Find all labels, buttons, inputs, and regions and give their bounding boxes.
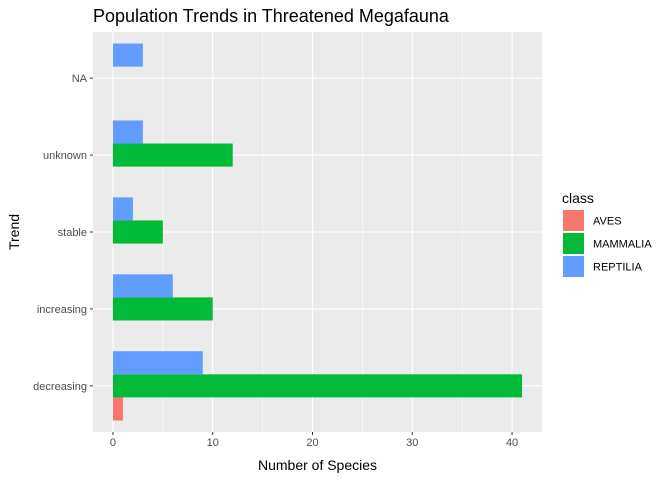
bar-mammalia-unknown <box>112 143 233 167</box>
legend-label: MAMMALIA <box>593 239 652 251</box>
y-tick-label: NA <box>72 73 88 85</box>
x-tick-label: 40 <box>506 437 518 449</box>
bar-mammalia-decreasing <box>112 374 523 398</box>
legend-label: REPTILIA <box>593 262 643 274</box>
bar-mammalia-increasing <box>112 297 213 321</box>
x-tick-label: 0 <box>110 437 116 449</box>
y-tick-label: stable <box>58 227 87 239</box>
x-axis-title: Number of Species <box>258 457 377 473</box>
x-tick-label: 20 <box>306 437 318 449</box>
y-axis-ticks: decreasing increasing stable unknown NA <box>33 73 93 393</box>
bar-reptilia-increasing <box>112 274 173 298</box>
bar-reptilia-stable <box>112 197 133 221</box>
legend-key-reptilia <box>563 256 584 277</box>
bars-layer <box>112 43 523 421</box>
chart-title: Population Trends in Threatened Megafaun… <box>93 6 450 26</box>
legend-key-mammalia <box>563 233 584 254</box>
legend: AVES MAMMALIA REPTILIA <box>563 210 652 277</box>
y-axis-title: Trend <box>6 214 22 250</box>
y-tick-label: decreasing <box>33 381 87 393</box>
x-tick-label: 30 <box>406 437 418 449</box>
bar-reptilia-unknown <box>112 120 143 144</box>
bar-reptilia-decreasing <box>112 351 203 375</box>
legend-title: class <box>562 190 594 206</box>
y-tick-label: increasing <box>37 304 87 316</box>
legend-label: AVES <box>593 216 622 228</box>
y-tick-label: unknown <box>43 150 87 162</box>
x-tick-label: 10 <box>207 437 219 449</box>
legend-key-aves <box>563 210 584 231</box>
x-axis-ticks: 0 10 20 30 40 <box>110 432 518 449</box>
bar-mammalia-stable <box>112 220 163 244</box>
bar-reptilia-na <box>112 43 143 67</box>
bar-aves-decreasing <box>112 397 123 421</box>
